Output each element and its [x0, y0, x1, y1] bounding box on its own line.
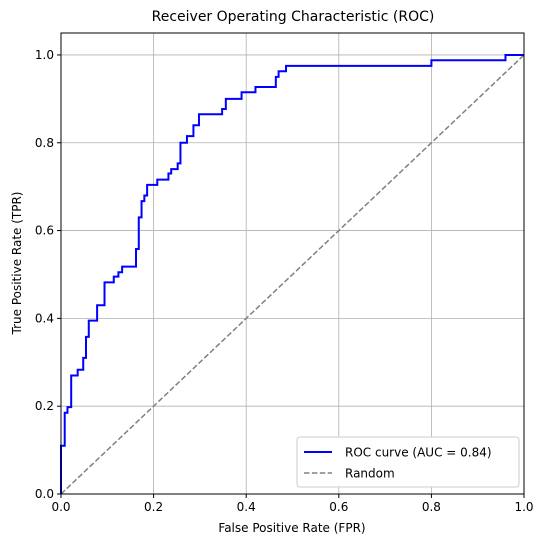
y-tick-label: 1.0: [35, 48, 54, 62]
roc-curve-line: [60, 53, 524, 494]
grid-layer: [60, 33, 525, 495]
y-tick-label: 0.4: [35, 311, 54, 325]
legend: ROC curve (AUC = 0.84) Random: [296, 436, 520, 488]
y-tick-label: 0.2: [35, 399, 54, 413]
x-tick-label: 0.2: [144, 500, 163, 514]
plot-frame: [60, 32, 525, 495]
y-tick-label: 0.6: [35, 224, 54, 238]
y-tick-label: 0.8: [35, 136, 54, 150]
x-tick-label: 1.0: [514, 500, 533, 514]
random-baseline-line: [60, 54, 525, 495]
legend-box: [296, 436, 520, 488]
legend-label-roc: ROC curve (AUC = 0.84): [345, 446, 492, 460]
x-axis-label: False Positive Rate (FPR): [218, 521, 365, 535]
x-tick-label: 0.6: [329, 500, 348, 514]
x-tick-label: 0.8: [422, 500, 441, 514]
series-layer: [60, 53, 525, 495]
y-axis-label: True Positive Rate (TPR): [10, 192, 24, 336]
chart-title: Receiver Operating Characteristic (ROC): [152, 9, 435, 25]
legend-label-random: Random: [345, 467, 395, 481]
tick-layer: 0.0 0.2 0.4 0.6 0.8 1.0 0.0 0.2 0.4 0.6 0.8 1.0: [35, 48, 534, 514]
x-tick-label: 0.4: [237, 500, 256, 514]
x-tick-label: 0.0: [51, 500, 70, 514]
y-tick-label: 0.0: [35, 487, 54, 501]
